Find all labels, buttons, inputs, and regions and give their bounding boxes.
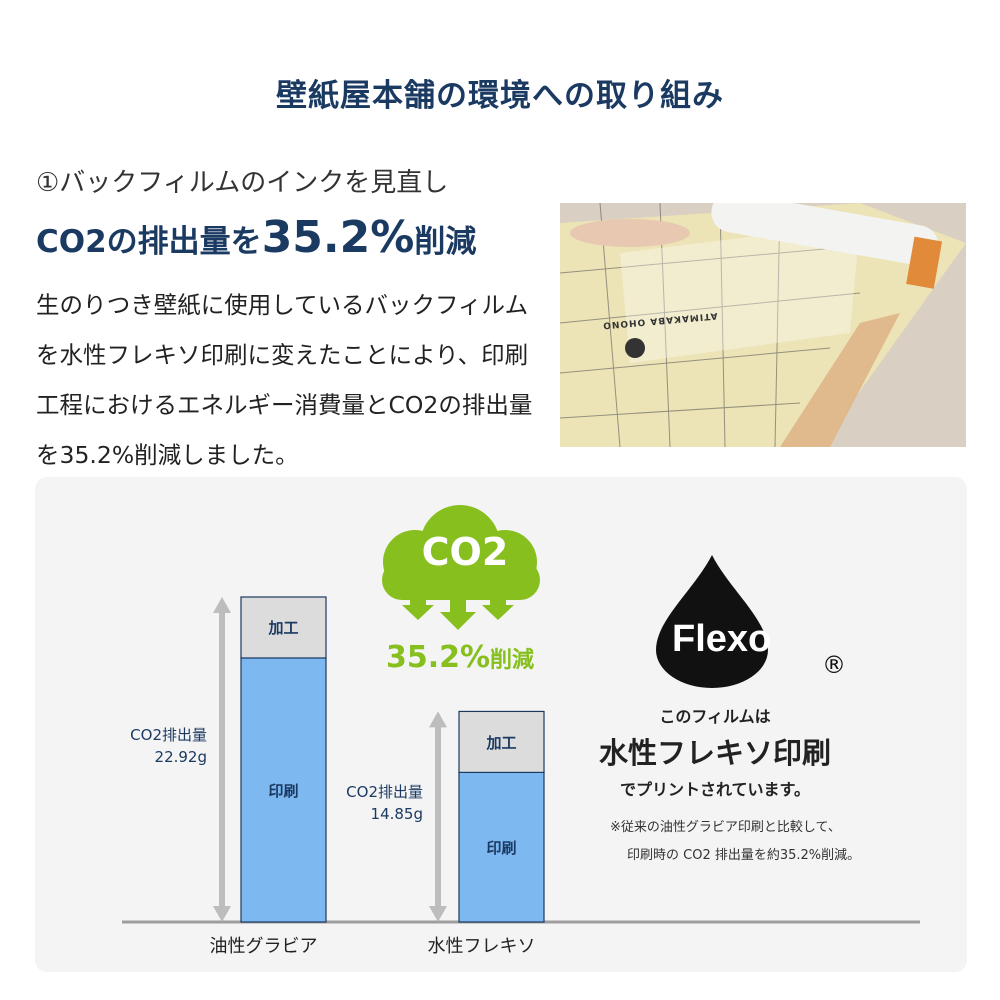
page-title: 壁紙屋本舗の環境への取り組み (276, 78, 724, 114)
flexo-logo-text: Flexo (672, 618, 772, 660)
bar-加工 (240, 596, 327, 659)
flexo-note2: 印刷時の CO2 排出量を約35.2%削減。 (627, 848, 861, 863)
total-label-value: 14.85g (370, 804, 423, 823)
flexo-line2: 水性フレキソ印刷 (598, 736, 831, 770)
bar-印刷 (458, 771, 545, 923)
bar-segment-label: 加工 (268, 619, 299, 638)
total-label: CO2排出量 22.92g (102, 724, 207, 768)
total-label-title: CO2排出量 (130, 725, 207, 744)
flexo-line3: でプリントされています。 (620, 780, 810, 799)
category-label: 油性グラビア (209, 936, 318, 957)
section-headline: CO2の排出量を35.2%削減 (36, 212, 476, 263)
bar-segment-label: 印刷 (268, 781, 299, 800)
arrow-head-up (213, 597, 231, 613)
registered-mark: ® (822, 651, 846, 679)
headline-value: 35.2% (261, 212, 415, 263)
arrow-head-up (429, 711, 447, 728)
reduction-value: 35.2% (385, 640, 491, 675)
reduction-suffix: 削減 (490, 648, 535, 673)
category-label: 水性フレキソ (427, 936, 536, 957)
total-label-title: CO2排出量 (346, 782, 423, 801)
total-label-value: 22.92g (154, 747, 207, 766)
photo-illustration (560, 203, 966, 447)
co2-cloud-label: CO2 (421, 530, 509, 574)
section-body: 生のりつき壁紙に使用しているバックフィルムを水性フレキソ印刷に変えたことにより、… (36, 291, 533, 469)
flexo-note1: ※従来の油性グラビア印刷と比較して、 (610, 820, 841, 835)
reduction-badge: 35.2%削減 (370, 640, 550, 675)
flexo-drop-icon (656, 555, 768, 688)
section-subtitle: ①バックフィルムのインクを見直し (36, 168, 449, 198)
flexo-line1: このフィルムは (659, 707, 771, 726)
bar-segment-label: 印刷 (486, 839, 517, 858)
arrow-head-down (213, 906, 231, 922)
bar-印刷 (240, 657, 327, 923)
total-label: CO2排出量 14.85g (318, 781, 423, 825)
headline-suffix: 削減 (414, 224, 477, 260)
headline-prefix: CO2の排出量を (36, 224, 262, 260)
arrow-head-down (429, 906, 447, 922)
co2-cloud-icon (382, 505, 540, 630)
product-photo: ATIMAKABA OHONO (560, 203, 966, 447)
bar-segment-label: 加工 (486, 733, 517, 752)
bar-加工 (458, 710, 545, 774)
